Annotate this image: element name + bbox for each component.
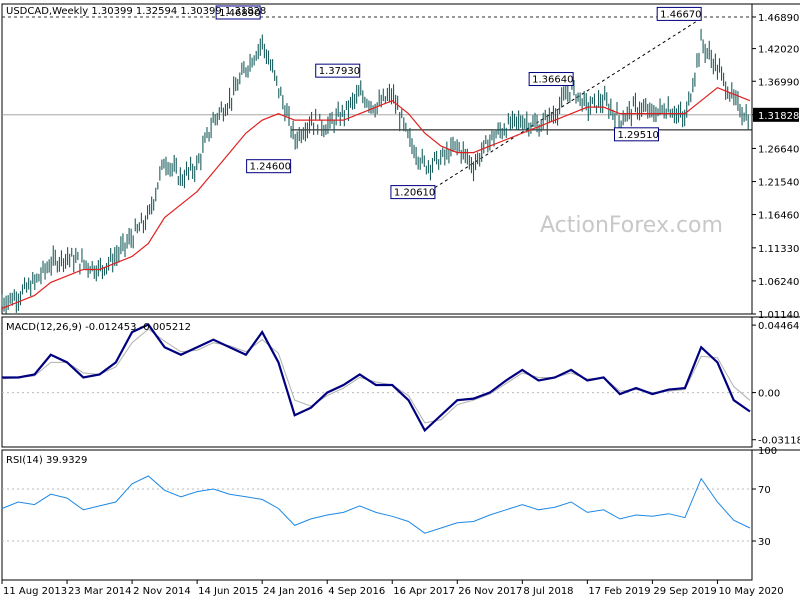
- price-annotation-box: [614, 127, 660, 142]
- macd-line: [2, 323, 751, 433]
- watermark: ActionForex.com: [540, 213, 723, 238]
- price-y-tick-label: 1.36990: [758, 77, 799, 88]
- price-y-tick-label: 1.06240: [758, 277, 799, 288]
- x-tick-label: 2 Nov 2014: [133, 586, 191, 597]
- macd-y-tick-label: 0.00: [758, 389, 780, 400]
- macd-y-tick-label: -0.031183: [758, 436, 800, 447]
- price-annotation-box: [528, 72, 574, 87]
- rsi-y-tick-label: 30: [758, 537, 771, 548]
- price-y-tick-label: 1.31828: [758, 111, 799, 122]
- price-annotation-label: 1.20610: [394, 188, 435, 199]
- x-tick-label: 8 Jul 2018: [523, 586, 573, 597]
- x-tick-label: 23 Mar 2014: [68, 586, 131, 597]
- x-tick-label: 24 Jan 2016: [263, 586, 323, 597]
- price-annotation-label: 1.37930: [319, 66, 360, 77]
- x-tick-label: 17 Feb 2019: [588, 586, 650, 597]
- price-annotation-label: 1.46670: [660, 9, 701, 20]
- macd-signal-line: [1, 328, 751, 424]
- price-y-tick-label: 1.01140: [758, 310, 799, 321]
- price-y-tick-label: 1.26640: [758, 144, 799, 155]
- trend-line: [434, 17, 702, 189]
- price-y-tick-label: 1.16460: [758, 211, 799, 222]
- price-annotation-box: [656, 6, 702, 21]
- rsi-y-tick-label: 70: [758, 485, 771, 496]
- x-tick-label: 10 May 2020: [718, 586, 783, 597]
- macd-y-tick-label: 0.044642: [758, 321, 800, 332]
- price-annotation-label: 1.46890: [219, 8, 260, 19]
- x-tick-label: 29 Sep 2019: [653, 586, 716, 597]
- x-tick-label: 26 Nov 2017: [458, 586, 522, 597]
- price-annotation-box: [390, 185, 436, 200]
- rsi-title: RSI(14) 39.9329: [6, 455, 87, 466]
- pane-frame-0: [1, 3, 753, 315]
- sma-line: [1, 86, 751, 309]
- pane-frame-2: [1, 449, 753, 581]
- pane-frame-1: [1, 316, 753, 448]
- price-y-tick-label: 1.42020: [758, 45, 799, 56]
- price-y-tick-label: 1.21540: [758, 178, 799, 189]
- current-price-marker: [753, 107, 799, 122]
- price-y-tick-label: 1.46890: [758, 13, 799, 24]
- price-annotation-label: 1.36640: [532, 75, 573, 86]
- macd-title: MACD(12,26,9) -0.012453 -0.005212: [6, 322, 191, 333]
- price-y-tick-label: 1.11330: [758, 244, 799, 255]
- price-annotation-box: [246, 159, 292, 174]
- price-annotation-box: [315, 63, 361, 78]
- x-tick-label: 16 Apr 2017: [393, 586, 455, 597]
- price-annotation-box: [215, 5, 261, 20]
- price-annotation-label: 1.24600: [250, 162, 291, 173]
- x-tick-label: 4 Sep 2016: [328, 586, 385, 597]
- price-annotation-label: 1.29510: [618, 130, 659, 141]
- x-tick-label: 11 Aug 2013: [3, 586, 67, 597]
- x-tick-label: 14 Jun 2015: [198, 586, 258, 597]
- rsi-line: [1, 475, 751, 534]
- price-title: USDCAD,Weekly 1.30399 1.32594 1.30399 1.…: [6, 6, 266, 17]
- rsi-y-tick-label: 100: [758, 446, 777, 457]
- candles: [1, 28, 749, 314]
